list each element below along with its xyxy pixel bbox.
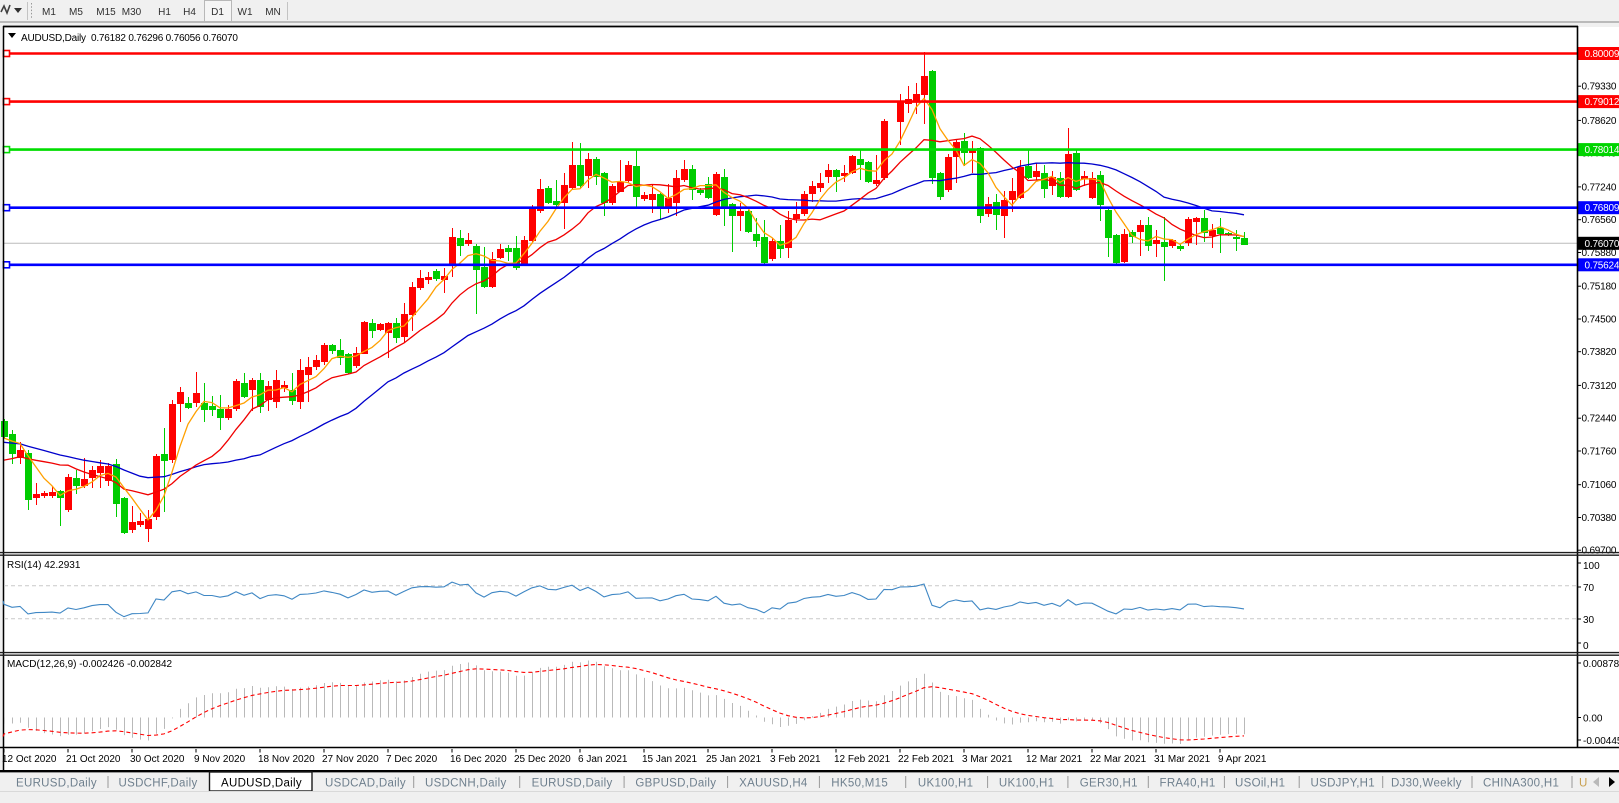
svg-text:EURUSD,Daily: EURUSD,Daily [16,778,97,790]
svg-text:W1: W1 [238,7,253,18]
svg-text:22 Feb 2021: 22 Feb 2021 [898,754,955,765]
svg-text:USDCHF,Daily: USDCHF,Daily [119,778,198,790]
svg-text:0.008782: 0.008782 [1583,659,1619,670]
svg-text:0.76560: 0.76560 [1582,215,1617,226]
svg-text:31 Mar 2021: 31 Mar 2021 [1154,754,1211,765]
svg-text:0.79012: 0.79012 [1585,97,1619,108]
svg-text:25 Jan 2021: 25 Jan 2021 [706,754,761,765]
svg-text:0.76070: 0.76070 [1585,239,1619,250]
svg-text:AUDUSD,Daily 0.76182 0.76296: AUDUSD,Daily 0.76182 0.76296 0.76056 0.7… [21,33,238,44]
svg-text:0: 0 [1583,641,1589,652]
svg-text:0.75624: 0.75624 [1585,260,1619,271]
svg-text:0.74500: 0.74500 [1582,315,1617,326]
svg-text:U: U [1579,778,1587,790]
svg-text:0.71760: 0.71760 [1582,447,1617,458]
svg-text:30 Oct 2020: 30 Oct 2020 [130,754,185,765]
svg-text:UK100,H1: UK100,H1 [918,778,973,790]
svg-text:12 Feb 2021: 12 Feb 2021 [834,754,891,765]
svg-text:M30: M30 [122,7,142,18]
svg-text:M5: M5 [69,7,83,18]
svg-text:0.73820: 0.73820 [1582,347,1617,358]
svg-text:9 Apr 2021: 9 Apr 2021 [1218,754,1267,765]
svg-text:USOil,H1: USOil,H1 [1235,778,1285,790]
svg-text:6 Jan 2021: 6 Jan 2021 [578,754,628,765]
svg-text:100: 100 [1583,561,1600,572]
svg-text:7 Dec 2020: 7 Dec 2020 [386,754,438,765]
svg-text:USDCNH,Daily: USDCNH,Daily [425,778,507,790]
svg-text:H4: H4 [183,7,196,18]
svg-text:15 Jan 2021: 15 Jan 2021 [642,754,697,765]
svg-text:9 Nov 2020: 9 Nov 2020 [194,754,246,765]
svg-text:H1: H1 [158,7,171,18]
svg-text:DJ30,Weekly: DJ30,Weekly [1391,778,1462,790]
svg-text:0.78014: 0.78014 [1585,145,1619,156]
svg-text:30: 30 [1583,615,1595,626]
svg-text:0.80009: 0.80009 [1585,49,1619,60]
svg-text:0.75180: 0.75180 [1582,282,1617,293]
svg-text:0.76809: 0.76809 [1585,203,1619,214]
svg-text:0.00: 0.00 [1583,714,1603,725]
svg-text:3 Feb 2021: 3 Feb 2021 [770,754,821,765]
svg-text:0.71060: 0.71060 [1582,480,1617,491]
svg-text:RSI(14) 42.2931: RSI(14) 42.2931 [7,560,81,571]
svg-text:MN: MN [265,7,281,18]
svg-text:USDCAD,Daily: USDCAD,Daily [325,778,406,790]
svg-text:70: 70 [1583,583,1595,594]
svg-text:UK100,H1: UK100,H1 [999,778,1054,790]
svg-text:M1: M1 [42,7,56,18]
svg-text:12 Oct 2020: 12 Oct 2020 [2,754,57,765]
svg-text:22 Mar 2021: 22 Mar 2021 [1090,754,1147,765]
svg-text:27 Nov 2020: 27 Nov 2020 [322,754,379,765]
svg-text:0.72440: 0.72440 [1582,414,1617,425]
svg-text:0.78620: 0.78620 [1582,116,1617,127]
svg-text:D1: D1 [211,7,224,18]
svg-text:GBPUSD,Daily: GBPUSD,Daily [635,778,716,790]
svg-text:16 Dec 2020: 16 Dec 2020 [450,754,507,765]
svg-text:MACD(12,26,9) -0.002426 -0.002: MACD(12,26,9) -0.002426 -0.002842 [7,659,173,670]
svg-text:HK50,M15: HK50,M15 [831,778,888,790]
svg-text:12 Mar 2021: 12 Mar 2021 [1026,754,1083,765]
svg-text:-0.00445: -0.00445 [1583,736,1619,747]
svg-text:GER30,H1: GER30,H1 [1080,778,1138,790]
svg-text:AUDUSD,Daily: AUDUSD,Daily [221,778,302,790]
svg-text:USDJPY,H1: USDJPY,H1 [1311,778,1375,790]
svg-text:FRA40,H1: FRA40,H1 [1160,778,1216,790]
svg-text:0.79330: 0.79330 [1582,82,1617,93]
svg-text:CHINA300,H1: CHINA300,H1 [1483,778,1559,790]
svg-text:XAUUSD,H4: XAUUSD,H4 [739,778,808,790]
svg-text:M15: M15 [96,7,116,18]
svg-text:0.73120: 0.73120 [1582,381,1617,392]
svg-text:0.77240: 0.77240 [1582,182,1617,193]
svg-text:EURUSD,Daily: EURUSD,Daily [532,778,613,790]
svg-text:0.70380: 0.70380 [1582,513,1617,524]
svg-text:25 Dec 2020: 25 Dec 2020 [514,754,571,765]
svg-text:21 Oct 2020: 21 Oct 2020 [66,754,121,765]
svg-text:18 Nov 2020: 18 Nov 2020 [258,754,315,765]
svg-text:3 Mar 2021: 3 Mar 2021 [962,754,1013,765]
